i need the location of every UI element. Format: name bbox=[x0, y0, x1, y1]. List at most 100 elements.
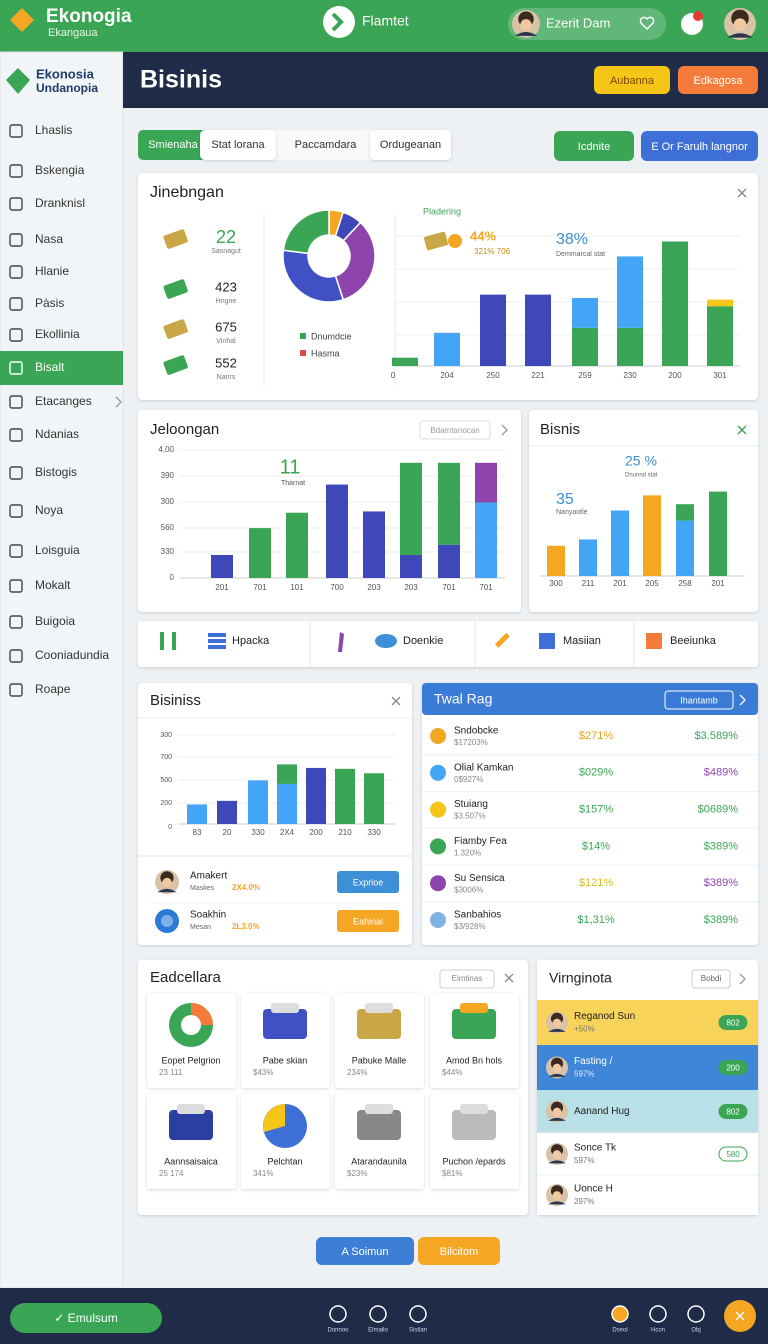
panel-button[interactable] bbox=[664, 690, 734, 710]
user-pill[interactable] bbox=[508, 8, 666, 40]
avatar-shirt bbox=[548, 1073, 566, 1077]
y-tick-label: 300 bbox=[160, 732, 172, 739]
row-value: $489% bbox=[704, 767, 738, 779]
close-icon bbox=[735, 1311, 745, 1321]
sidebar-item[interactable]: Cooniadundia bbox=[35, 648, 109, 662]
sidebar-icon bbox=[9, 328, 23, 342]
x-tick-label: 330 bbox=[251, 828, 265, 837]
button[interactable] bbox=[337, 910, 399, 932]
sidebar-item[interactable]: Ndanias bbox=[35, 427, 79, 441]
nav-label[interactable]: Sistlan bbox=[409, 1328, 427, 1334]
button[interactable] bbox=[641, 131, 758, 161]
nav-label[interactable]: Elmailo bbox=[368, 1328, 388, 1334]
sidebar-item[interactable]: Bskengia bbox=[35, 163, 85, 177]
sidebar-item[interactable]: Nasa bbox=[35, 232, 63, 246]
sidebar-icon bbox=[9, 615, 23, 629]
person-name: Fasting / bbox=[574, 1056, 613, 1067]
button[interactable] bbox=[594, 66, 670, 94]
sidebar-item[interactable]: Mokalt bbox=[35, 578, 71, 592]
avatar-face bbox=[552, 1063, 562, 1073]
person-sub: 297% bbox=[574, 1197, 594, 1206]
stat-icon bbox=[163, 355, 188, 375]
card-name: Pabe skian bbox=[263, 1055, 308, 1065]
panel-button[interactable] bbox=[691, 969, 731, 989]
origin-label: 0 bbox=[391, 371, 396, 380]
sidebar-item[interactable]: Roape bbox=[35, 682, 71, 696]
sidebar-item[interactable]: Loisguia bbox=[35, 543, 80, 557]
x-tick-label: 700 bbox=[330, 583, 344, 592]
bar bbox=[707, 306, 733, 366]
bar bbox=[438, 544, 460, 578]
x-tick-label: 83 bbox=[193, 828, 202, 837]
button[interactable] bbox=[678, 66, 758, 94]
sidebar-item[interactable]: Bistogis bbox=[35, 465, 77, 479]
strip-label[interactable]: Doenkie bbox=[403, 635, 443, 647]
panel-button[interactable] bbox=[439, 969, 495, 989]
x-tick-label: 221 bbox=[531, 371, 545, 380]
row-name: Sndobcke bbox=[454, 726, 499, 737]
bar bbox=[475, 502, 497, 578]
person-name: Sonce Tk bbox=[574, 1143, 617, 1154]
button[interactable] bbox=[316, 1237, 414, 1265]
button[interactable] bbox=[554, 131, 634, 161]
tab[interactable] bbox=[138, 130, 208, 160]
button-label: A Soimun bbox=[341, 1246, 388, 1258]
bottom-button[interactable] bbox=[10, 1303, 162, 1333]
sidebar-icon bbox=[9, 395, 23, 409]
sidebar-item[interactable]: Bisalt bbox=[35, 360, 65, 374]
sidebar-item[interactable]: Lhaslis bbox=[35, 123, 72, 137]
person-sub: +50% bbox=[574, 1025, 595, 1034]
sidebar-item[interactable]: Ekollinia bbox=[35, 327, 80, 341]
row-sub: $3/928% bbox=[454, 922, 486, 931]
sidebar-item[interactable]: Etacanges bbox=[35, 394, 92, 408]
sidebar-item[interactable]: Noya bbox=[35, 503, 63, 517]
bar bbox=[277, 764, 297, 784]
nav-label[interactable]: Dseol bbox=[612, 1328, 627, 1334]
bar bbox=[547, 545, 565, 576]
row-sub: $3.507% bbox=[454, 812, 486, 821]
nav-label[interactable]: Obj bbox=[691, 1328, 700, 1334]
x-tick-label: 203 bbox=[404, 583, 418, 592]
card-art bbox=[460, 1003, 488, 1013]
card-sub: 234% bbox=[347, 1068, 367, 1077]
panel-title: Jeloongan bbox=[150, 421, 219, 438]
x-tick-label: 211 bbox=[582, 579, 595, 588]
strip bbox=[138, 621, 758, 667]
x-tick-label: 200 bbox=[309, 828, 323, 837]
person-row[interactable] bbox=[537, 1175, 758, 1215]
stat-label: Vinhal bbox=[216, 338, 236, 345]
strip-label[interactable]: Hpacka bbox=[232, 635, 270, 647]
nav-icon bbox=[611, 1305, 629, 1323]
x-tick-label: 2X4 bbox=[280, 828, 295, 837]
badge bbox=[718, 1146, 748, 1162]
button-label: Eimtinas bbox=[452, 974, 483, 983]
badge bbox=[718, 1060, 748, 1075]
tab[interactable] bbox=[370, 130, 451, 160]
button-label: E Or Farulh langnor bbox=[651, 141, 748, 153]
badge bbox=[718, 1015, 748, 1030]
sidebar-item[interactable]: Dranknisl bbox=[35, 196, 85, 210]
panel bbox=[422, 683, 758, 945]
x-tick-label: 20 bbox=[223, 828, 232, 837]
panel-title: Bisnis bbox=[540, 421, 580, 438]
bar bbox=[400, 462, 422, 555]
panel-title: Eadcellara bbox=[150, 969, 222, 986]
row-icon bbox=[430, 764, 446, 781]
strip-label[interactable]: Masiian bbox=[563, 635, 601, 647]
sidebar-item[interactable]: Hlanie bbox=[35, 264, 69, 278]
panel-button[interactable] bbox=[419, 420, 491, 440]
sidebar-item[interactable]: Pàsis bbox=[35, 296, 64, 310]
sidebar-logo bbox=[6, 68, 30, 94]
button[interactable] bbox=[337, 871, 399, 893]
tab[interactable] bbox=[200, 130, 276, 160]
strip-icon bbox=[172, 632, 176, 650]
bar bbox=[249, 528, 271, 578]
button[interactable] bbox=[418, 1237, 500, 1265]
nav-label[interactable]: Hcon bbox=[651, 1328, 665, 1334]
bar bbox=[187, 804, 207, 824]
bar bbox=[306, 767, 326, 824]
donut-slice bbox=[282, 249, 345, 303]
strip-label[interactable]: Beeiunka bbox=[670, 635, 717, 647]
sidebar-item[interactable]: Buigoia bbox=[35, 614, 75, 628]
nav-label[interactable]: Donnoo bbox=[327, 1328, 349, 1334]
